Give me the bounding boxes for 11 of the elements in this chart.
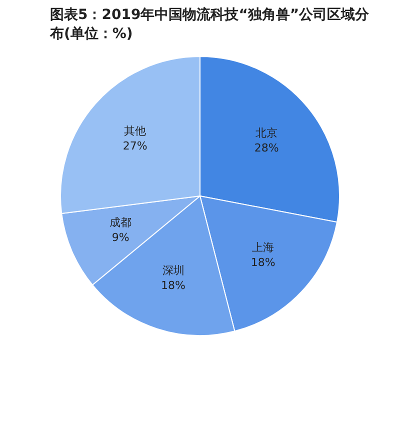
chart-title: 图表5：2019年中国物流科技“独角兽”公司区域分布(单位：%) (50, 6, 370, 44)
slice-label: 深圳 (162, 264, 184, 278)
slice-label: 成都 (110, 216, 132, 230)
data-label: 18% (161, 279, 186, 292)
data-label: 9% (112, 231, 130, 244)
data-label: 28% (254, 142, 279, 155)
data-label: 18% (250, 256, 276, 270)
slice-label: 北京 (256, 126, 278, 140)
data-label: 27% (122, 140, 148, 153)
slice-label: 其他 (124, 124, 146, 138)
slice-label: 上海 (252, 241, 274, 254)
